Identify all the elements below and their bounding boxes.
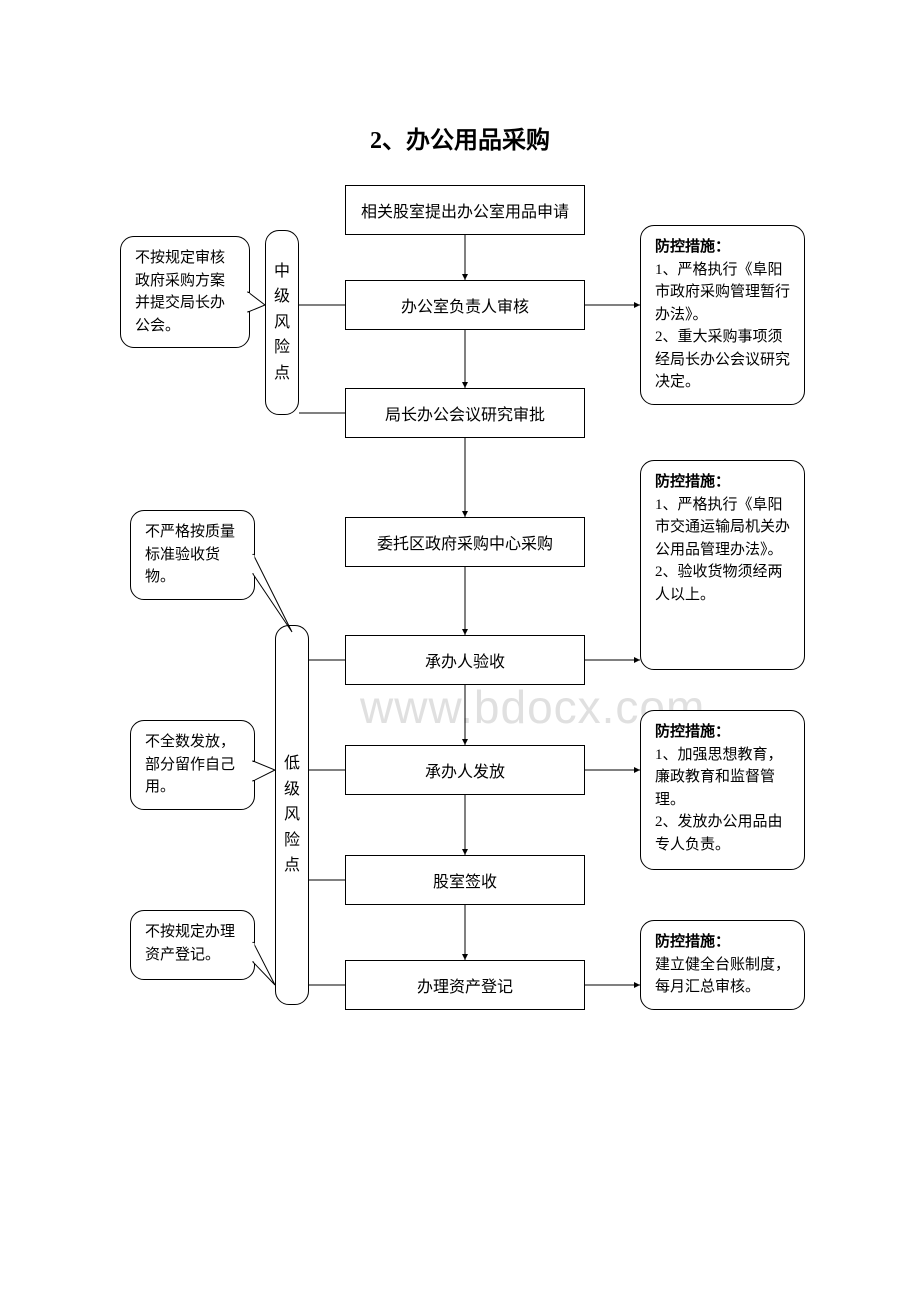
- process-step-2: 办公室负责人审核: [345, 280, 585, 330]
- risk-desc-1-text: 不按规定审核政府采购方案并提交局长办公会。: [135, 250, 225, 334]
- risk-desc-3-text: 不全数发放，部分留作自己用。: [145, 734, 235, 795]
- risk-desc-3: 不全数发放，部分留作自己用。: [130, 720, 255, 810]
- risk-label-low: 低级风险点: [275, 625, 309, 1005]
- risk-label-mid-text: 中级风险点: [274, 259, 290, 387]
- process-step-7: 股室签收: [345, 855, 585, 905]
- measure-2-header: 防控措施：: [655, 474, 730, 490]
- process-step-2-label: 办公室负责人审核: [401, 293, 529, 317]
- page-title: 2、办公用品采购: [0, 120, 920, 155]
- measure-1-text: 1、严格执行《阜阳市政府采购管理暂行办法》。2、重大采购事项须经局长办公会议研究…: [655, 262, 790, 391]
- process-step-5-label: 承办人验收: [425, 648, 505, 672]
- measure-4-text: 建立健全台账制度，每月汇总审核。: [655, 957, 790, 996]
- risk-label-mid: 中级风险点: [265, 230, 299, 415]
- process-step-1-label: 相关股室提出办公室用品申请: [361, 198, 569, 222]
- measure-3-text: 1、加强思想教育，廉政教育和监督管理。2、发放办公用品由专人负责。: [655, 747, 783, 853]
- process-step-3-label: 局长办公会议研究审批: [385, 401, 545, 425]
- risk-label-low-text: 低级风险点: [284, 751, 300, 879]
- measure-1: 防控措施： 1、严格执行《阜阳市政府采购管理暂行办法》。2、重大采购事项须经局长办…: [640, 225, 805, 405]
- process-step-7-label: 股室签收: [433, 868, 497, 892]
- risk-desc-2: 不严格按质量标准验收货物。: [130, 510, 255, 600]
- measure-3: 防控措施： 1、加强思想教育，廉政教育和监督管理。2、发放办公用品由专人负责。: [640, 710, 805, 870]
- process-step-6: 承办人发放: [345, 745, 585, 795]
- measure-2-text: 1、严格执行《阜阳市交通运输局机关办公用品管理办法》。2、验收货物须经两人以上。: [655, 497, 790, 603]
- process-step-5: 承办人验收: [345, 635, 585, 685]
- risk-desc-4: 不按规定办理资产登记。: [130, 910, 255, 980]
- risk-desc-4-text: 不按规定办理资产登记。: [145, 924, 235, 963]
- process-step-6-label: 承办人发放: [425, 758, 505, 782]
- process-step-8: 办理资产登记: [345, 960, 585, 1010]
- measure-1-header: 防控措施：: [655, 239, 730, 255]
- process-step-8-label: 办理资产登记: [417, 973, 513, 997]
- measure-4-header: 防控措施：: [655, 934, 730, 950]
- process-step-4-label: 委托区政府采购中心采购: [377, 530, 553, 554]
- process-step-3: 局长办公会议研究审批: [345, 388, 585, 438]
- measure-2: 防控措施： 1、严格执行《阜阳市交通运输局机关办公用品管理办法》。2、验收货物须经…: [640, 460, 805, 670]
- measure-4: 防控措施： 建立健全台账制度，每月汇总审核。: [640, 920, 805, 1010]
- risk-desc-1: 不按规定审核政府采购方案并提交局长办公会。: [120, 236, 250, 348]
- process-step-4: 委托区政府采购中心采购: [345, 517, 585, 567]
- risk-desc-2-text: 不严格按质量标准验收货物。: [145, 524, 235, 585]
- process-step-1: 相关股室提出办公室用品申请: [345, 185, 585, 235]
- measure-3-header: 防控措施：: [655, 724, 730, 740]
